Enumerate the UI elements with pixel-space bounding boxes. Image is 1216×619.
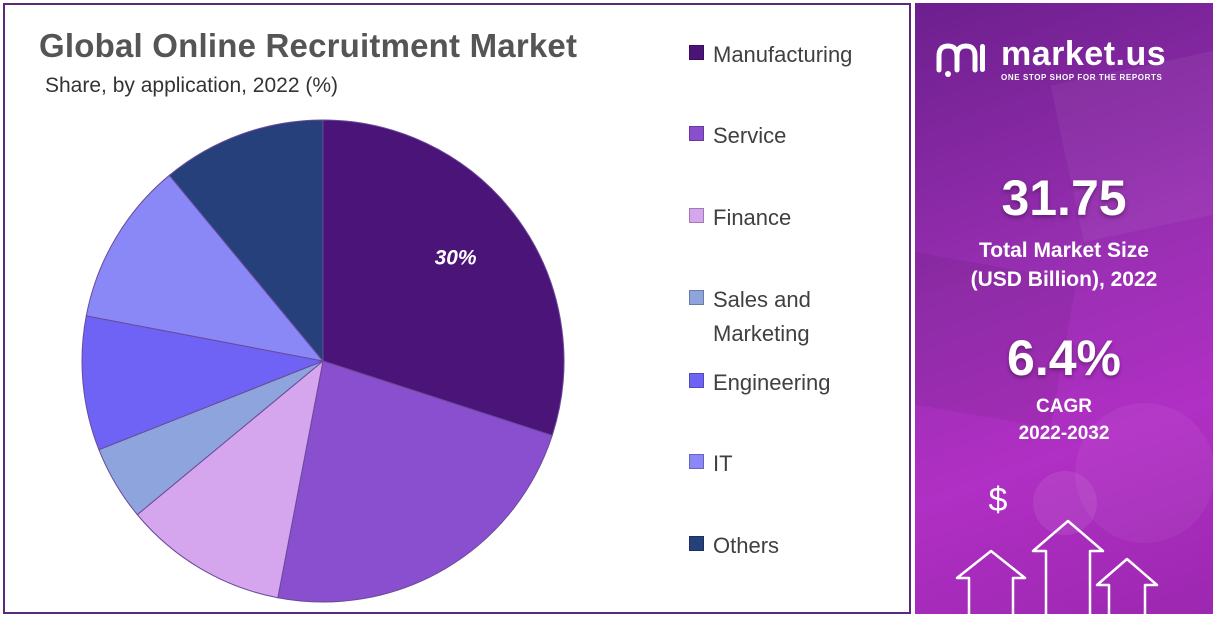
legend-label: Manufacturing [713, 42, 853, 67]
pie-slice-others [168, 119, 324, 363]
legend-label: Sales and Marketing [713, 287, 811, 346]
pie-chart: 30% [81, 119, 565, 603]
legend-swatch [689, 454, 704, 469]
legend-item-it: IT [689, 447, 883, 481]
pie-slice-manufacturing [322, 119, 565, 437]
dollar-icon: $ [988, 481, 1008, 519]
chart-subtitle: Share, by application, 2022 (%) [45, 74, 339, 97]
up-arrow-icon [1095, 557, 1159, 614]
legend-item-manufacturing: Manufacturing [689, 38, 883, 72]
market-size-value: 31.75 [1001, 170, 1127, 226]
legend-swatch [689, 536, 704, 551]
legend-label: Finance [713, 205, 792, 230]
pie-slice-it [85, 174, 325, 362]
chart-panel: Global Online Recruitment Market Share, … [3, 3, 911, 614]
brand-tagline: ONE STOP SHOP FOR THE REPORTS [1001, 73, 1163, 82]
pie-data-label: 30% [435, 247, 477, 270]
legend-item-engineering: Engineering [689, 366, 883, 400]
brand-logo: market.us ONE STOP SHOP FOR THE REPORTS [935, 37, 1166, 82]
market-size-unit: (USD Billion), 2022 [970, 268, 1158, 291]
pie-slice-finance [136, 359, 324, 599]
brand-name: market.us [1001, 35, 1167, 73]
cagr-period: 2022-2032 [1018, 423, 1110, 444]
legend-swatch [689, 126, 704, 141]
up-arrows-decoration [955, 519, 1159, 614]
legend-label: Others [713, 533, 780, 558]
market-size-label: Total Market Size [979, 239, 1149, 262]
market-us-logo-icon [936, 42, 985, 77]
cagr-label: CAGR [1036, 396, 1092, 417]
up-arrow-icon [955, 549, 1027, 614]
pie-slice-service [277, 360, 553, 603]
legend-swatch [689, 208, 704, 223]
legend-item-others: Others [689, 529, 883, 563]
legend-label: IT [713, 451, 733, 476]
legend-swatch [689, 373, 704, 388]
chart-legend: Manufacturing Service Finance Sales and … [689, 5, 909, 605]
legend-item-finance: Finance [689, 201, 883, 235]
legend-label: Service [713, 123, 787, 148]
legend-item-sales-and-marketing: Sales and Marketing [689, 283, 883, 351]
legend-swatch [689, 45, 704, 60]
legend-swatch [689, 290, 704, 305]
legend-label: Engineering [713, 370, 831, 395]
pie-slice-engineering [81, 315, 325, 451]
up-arrow-icon [1031, 519, 1105, 614]
cagr-value: 6.4% [1007, 330, 1121, 386]
chart-title: Global Online Recruitment Market [39, 27, 578, 64]
market-summary-panel: market.us ONE STOP SHOP FOR THE REPORTS … [915, 3, 1213, 614]
legend-item-service: Service [689, 119, 883, 153]
